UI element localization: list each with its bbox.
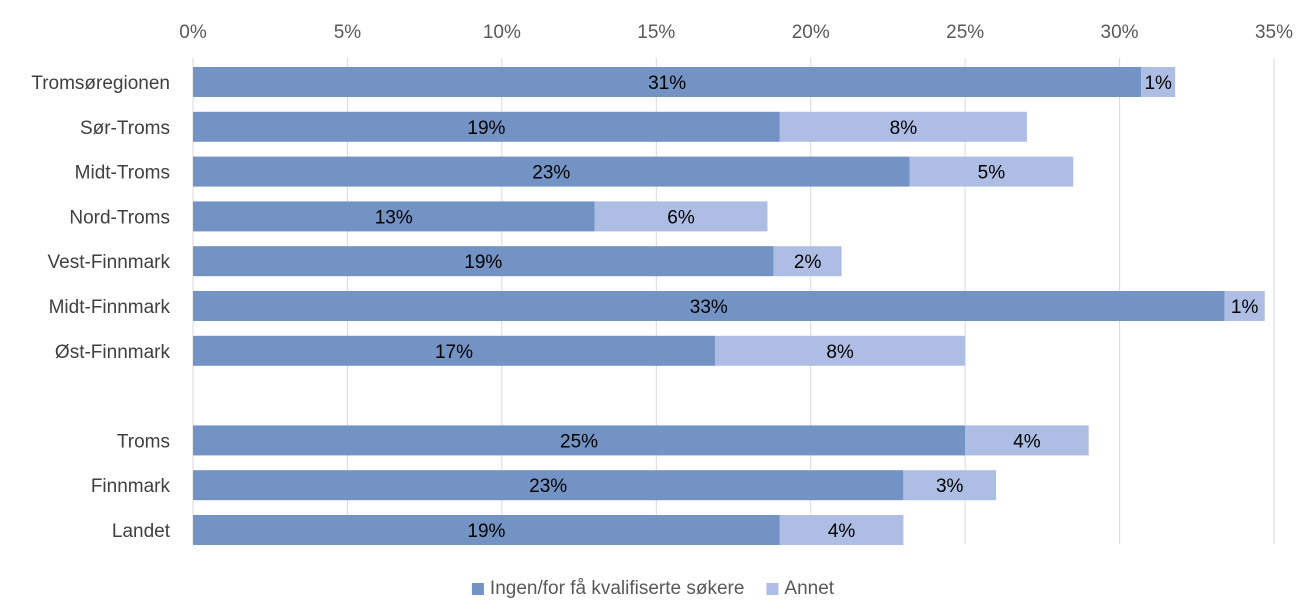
x-tick-label: 5% bbox=[334, 22, 362, 43]
labels: 0% 5% 10% 15% 20% 25% 30% 35% Tromsøregionen 31% 1… bbox=[31, 22, 1293, 542]
bar-segment-ingen bbox=[193, 425, 966, 456]
data-label: 23% bbox=[529, 476, 567, 497]
bar-segment-ingen bbox=[193, 201, 595, 232]
bar-segment-ingen bbox=[193, 246, 774, 277]
category-label: Nord-Troms bbox=[69, 207, 170, 228]
bar-segment-annet bbox=[909, 156, 1074, 187]
category-label: Sør-Troms bbox=[80, 118, 170, 139]
data-label: 4% bbox=[828, 521, 856, 542]
bar-segment-annet bbox=[773, 246, 842, 277]
data-label: 5% bbox=[978, 163, 1006, 184]
data-label: 1% bbox=[1231, 297, 1259, 318]
category-label: Troms bbox=[117, 431, 170, 452]
category-label: Midt-Troms bbox=[75, 163, 170, 184]
category-label: Tromsøregionen bbox=[31, 73, 170, 94]
bar-segment-ingen bbox=[193, 156, 910, 187]
category-label: Vest-Finnmark bbox=[48, 252, 171, 273]
data-label: 25% bbox=[560, 431, 598, 452]
data-label: 1% bbox=[1144, 73, 1172, 94]
data-label: 19% bbox=[467, 521, 505, 542]
x-tick-label: 0% bbox=[179, 22, 207, 43]
legend-label: Ingen/for få kvalifiserte søkere bbox=[490, 578, 745, 599]
legend-label: Annet bbox=[784, 578, 834, 599]
bar-segment-annet bbox=[1141, 67, 1176, 97]
bar-segment-annet bbox=[779, 515, 904, 545]
bar-segment-annet bbox=[779, 111, 1027, 142]
bar-segment-ingen bbox=[193, 111, 780, 142]
bar-segment-annet bbox=[965, 425, 1089, 456]
data-label: 8% bbox=[826, 342, 854, 363]
bar-segment-annet bbox=[1224, 291, 1265, 321]
x-tick-label: 10% bbox=[483, 22, 521, 43]
data-label: 33% bbox=[690, 297, 728, 318]
legend: Ingen/for få kvalifiserte søkere Annet bbox=[471, 578, 835, 599]
x-tick-label: 25% bbox=[946, 22, 984, 43]
category-label: Øst-Finnmark bbox=[55, 342, 171, 363]
category-label: Finnmark bbox=[91, 476, 171, 497]
bar-segment-annet bbox=[714, 335, 966, 366]
bar-segment-annet bbox=[903, 470, 997, 501]
data-label: 17% bbox=[435, 342, 473, 363]
bar-segment-ingen bbox=[193, 291, 1225, 321]
data-label: 19% bbox=[464, 252, 502, 273]
category-label: Midt-Finnmark bbox=[49, 297, 171, 318]
data-label: 4% bbox=[1013, 431, 1041, 452]
bar-segment-ingen bbox=[193, 515, 780, 545]
bar-segment-ingen bbox=[193, 67, 1142, 97]
x-tick-label: 20% bbox=[792, 22, 830, 43]
data-label: 3% bbox=[936, 476, 964, 497]
x-tick-label: 30% bbox=[1101, 22, 1139, 43]
x-tick-label: 35% bbox=[1255, 22, 1293, 43]
data-label: 13% bbox=[375, 207, 413, 228]
legend-swatch bbox=[766, 583, 779, 595]
data-label: 6% bbox=[667, 207, 695, 228]
data-label: 23% bbox=[532, 163, 570, 184]
bar-segment-ingen bbox=[193, 335, 715, 366]
data-label: 8% bbox=[890, 118, 918, 139]
bars bbox=[193, 67, 1265, 545]
category-label: Landet bbox=[112, 521, 171, 542]
legend-swatch bbox=[471, 583, 484, 595]
x-tick-label: 15% bbox=[637, 22, 675, 43]
data-label: 31% bbox=[648, 73, 686, 94]
bar-segment-annet bbox=[594, 201, 768, 232]
data-label: 2% bbox=[794, 252, 822, 273]
data-label: 19% bbox=[467, 118, 505, 139]
bar-segment-ingen bbox=[193, 470, 904, 501]
